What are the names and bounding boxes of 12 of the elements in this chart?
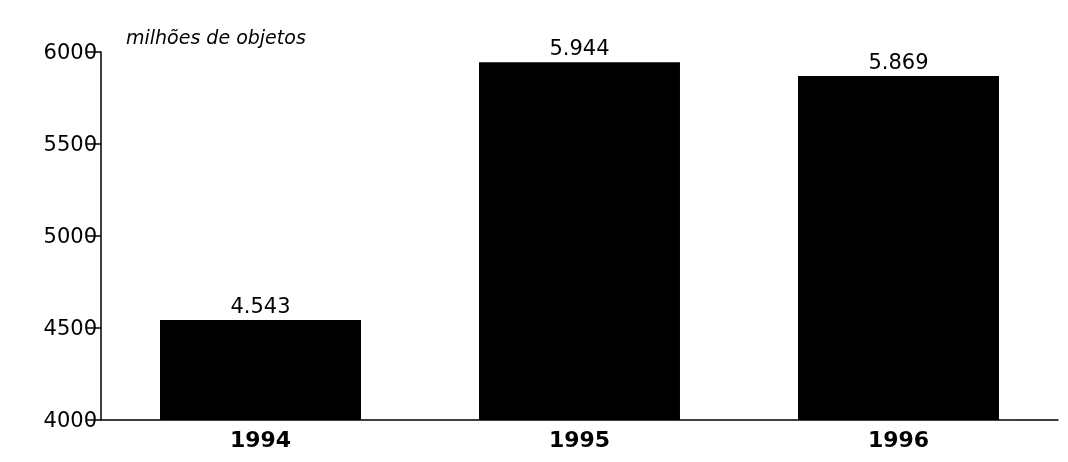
y-tick-label: 5500 [43, 132, 97, 156]
y-tick-label: 5000 [43, 224, 97, 248]
y-axis-title: milhões de objetos [126, 25, 306, 48]
x-tick-label: 1995 [548, 426, 611, 452]
y-tick-label: 4000 [43, 408, 97, 432]
data-label: 4.543 [230, 293, 291, 318]
data-label: 5.944 [549, 35, 610, 60]
y-tick-label: 4500 [43, 316, 97, 340]
y-tick-label: 6000 [43, 40, 97, 64]
data-label: 5.869 [868, 49, 929, 74]
x-tick-label: 1994 [229, 426, 292, 452]
x-tick-label: 1996 [867, 426, 930, 452]
